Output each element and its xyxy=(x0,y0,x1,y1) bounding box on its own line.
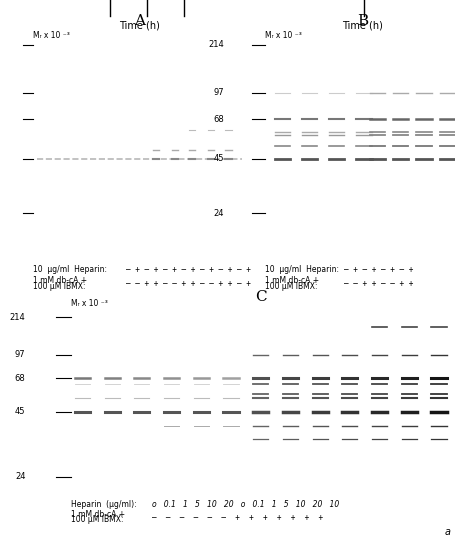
Text: Mᵣ x 10 ⁻³: Mᵣ x 10 ⁻³ xyxy=(71,299,108,308)
Text: 1 mM db-cA +: 1 mM db-cA + xyxy=(265,276,319,284)
Text: – + – + – + – + – + – + – +: – + – + – + – + – + – + – + xyxy=(126,265,250,274)
Text: 0: 0 xyxy=(88,0,94,1)
Text: 1 mM db-cA +: 1 mM db-cA + xyxy=(71,510,125,519)
Text: 45: 45 xyxy=(15,408,26,416)
Text: 1: 1 xyxy=(126,0,132,1)
Text: o   0.1   1   5   10   20   o   0.1   1   5   10   20   10: o 0.1 1 5 10 20 o 0.1 1 5 10 20 10 xyxy=(152,501,339,509)
Text: B: B xyxy=(357,14,368,28)
Text: 68: 68 xyxy=(213,115,224,124)
Text: 214: 214 xyxy=(208,40,224,49)
Text: Heparin  (μg/ml):: Heparin (μg/ml): xyxy=(71,501,137,509)
Text: 24: 24 xyxy=(15,473,26,481)
Text: Time (h): Time (h) xyxy=(119,21,160,31)
Text: –  –  –  –  –  –  +  +  +  +  +  +  +: – – – – – – + + + + + + + xyxy=(152,513,323,522)
Text: 214: 214 xyxy=(10,313,26,322)
Text: – – + + – – + + – – + + – +: – – + + – – + + – – + + – + xyxy=(126,279,250,288)
Text: 100 μM IBMX:: 100 μM IBMX: xyxy=(33,282,86,290)
Text: 10  μg/ml  Heparin:: 10 μg/ml Heparin: xyxy=(265,265,339,274)
Text: 24: 24 xyxy=(213,209,224,218)
Text: 4: 4 xyxy=(319,0,325,1)
Text: 100 μM IBMX:: 100 μM IBMX: xyxy=(265,282,318,290)
Text: – – + + – – + +: – – + + – – + + xyxy=(344,279,413,288)
Text: C: C xyxy=(255,290,266,304)
Text: A: A xyxy=(134,14,146,28)
Text: 45: 45 xyxy=(213,154,224,163)
Text: 97: 97 xyxy=(213,89,224,97)
Text: 68: 68 xyxy=(15,374,26,383)
Text: 10  μg/ml  Heparin:: 10 μg/ml Heparin: xyxy=(33,265,107,274)
Text: Mᵣ x 10 ⁻³: Mᵣ x 10 ⁻³ xyxy=(265,31,302,40)
Text: Time (h): Time (h) xyxy=(342,21,383,31)
Text: 100 μM IBMX:: 100 μM IBMX: xyxy=(71,515,124,524)
Text: 2: 2 xyxy=(162,0,169,1)
Text: 5: 5 xyxy=(399,0,405,1)
Text: – + – + – + – +: – + – + – + – + xyxy=(344,265,413,274)
Text: 97: 97 xyxy=(15,350,26,359)
Text: 3: 3 xyxy=(199,0,205,1)
Text: 1 mM db-cA +: 1 mM db-cA + xyxy=(33,276,87,284)
Text: a: a xyxy=(444,527,450,537)
Text: Mᵣ x 10 ⁻³: Mᵣ x 10 ⁻³ xyxy=(33,31,70,40)
